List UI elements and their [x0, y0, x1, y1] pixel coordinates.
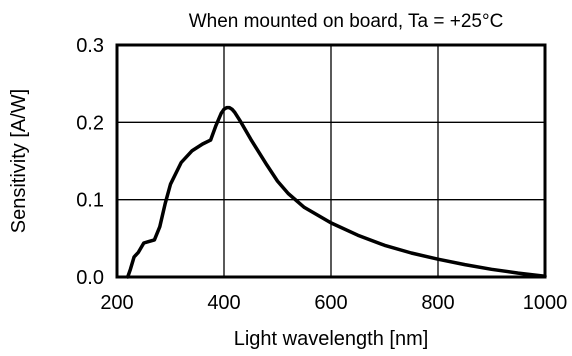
sensitivity-curve: [125, 105, 547, 279]
x-tick-label: 600: [314, 292, 347, 314]
chart-title: When mounted on board, Ta = +25°C: [189, 11, 504, 32]
x-tick-label: 800: [421, 292, 454, 314]
y-tick-label: 0.3: [76, 35, 104, 57]
x-axis-label: Light wavelength [nm]: [234, 328, 429, 350]
x-tick-label: 1000: [523, 292, 568, 314]
y-axis-label: Sensitivity [A/W]: [8, 89, 30, 233]
x-tick-label: 200: [100, 292, 133, 314]
grid-lines: [117, 45, 545, 277]
x-tick-labels: 200 400 600 800 1000: [100, 292, 567, 314]
y-tick-label: 0.0: [76, 267, 104, 289]
plot-frame: [115, 43, 547, 279]
x-tick-label: 400: [207, 292, 240, 314]
y-tick-label: 0.2: [76, 112, 104, 134]
y-tick-label: 0.1: [76, 190, 104, 212]
y-tick-labels: 0.0 0.1 0.2 0.3: [76, 35, 104, 289]
